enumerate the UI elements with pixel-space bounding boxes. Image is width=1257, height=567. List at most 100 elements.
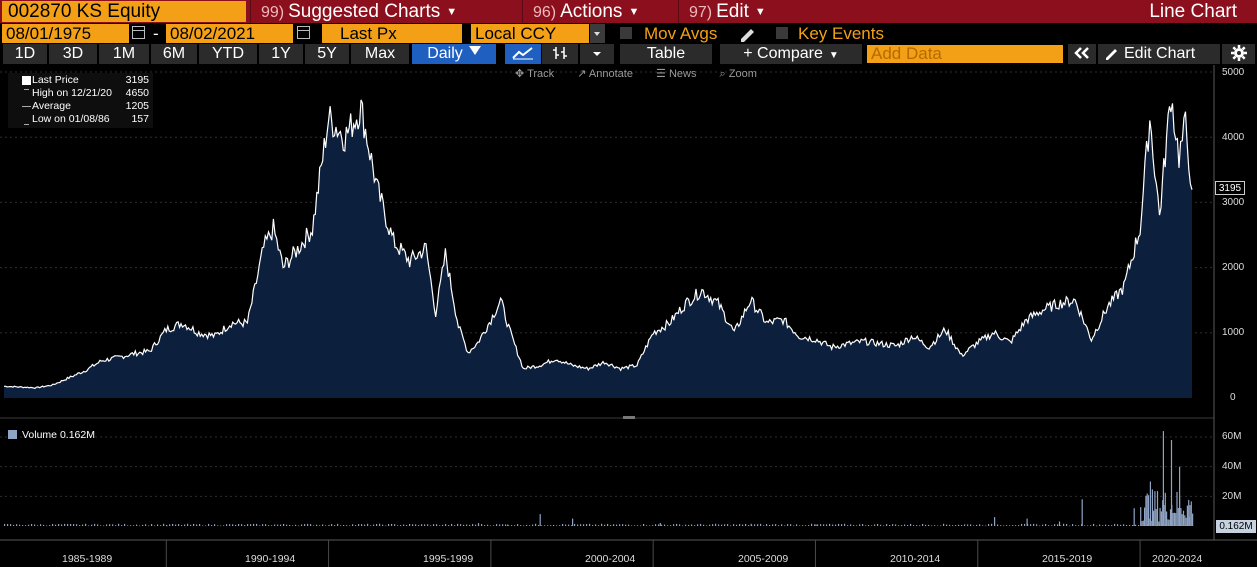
edit-chart-button[interactable]: Edit Chart — [1098, 44, 1220, 64]
volume-bar — [190, 524, 192, 526]
frequency-dropdown[interactable]: Daily — [412, 44, 496, 64]
range-max-button[interactable]: Max — [351, 44, 409, 64]
volume-bar — [517, 524, 519, 526]
y-tick-label: 4000 — [1222, 132, 1245, 143]
compare-dropdown[interactable]: + Compare ▼ — [720, 44, 862, 64]
volume-bar — [499, 524, 501, 526]
volume-bar — [1141, 521, 1143, 526]
track-tool[interactable]: ✥ Track — [515, 68, 555, 80]
volume-bar — [1075, 525, 1077, 526]
key-events-checkbox[interactable] — [776, 27, 788, 39]
volume-bar — [871, 525, 873, 526]
volume-bar — [763, 525, 765, 526]
volume-bar — [1146, 493, 1148, 526]
candle-chart-style-button[interactable] — [542, 44, 578, 64]
end-date-field[interactable]: 08/02/2021 — [166, 24, 293, 43]
currency-select[interactable]: Local CCY — [471, 24, 589, 43]
range-3d-button[interactable]: 3D — [49, 44, 97, 64]
security-ticker-field[interactable]: 002870 KS Equity — [2, 1, 246, 22]
volume-bar — [253, 523, 255, 526]
x-tick-label: 1995-1999 — [423, 553, 474, 565]
volume-bar — [1175, 513, 1177, 526]
line-chart-style-button[interactable] — [505, 44, 541, 64]
volume-bar — [937, 525, 939, 527]
price-field-select[interactable]: Last Px — [322, 24, 462, 43]
volume-bar — [877, 524, 879, 526]
volume-bar — [955, 525, 957, 526]
volume-bar — [1185, 517, 1187, 526]
volume-bar — [1024, 523, 1026, 526]
range-ytd-button[interactable]: YTD — [199, 44, 257, 64]
volume-bar — [277, 524, 279, 526]
volume-bar — [1000, 525, 1002, 526]
volume-bar — [799, 525, 801, 526]
volume-bar — [178, 524, 180, 526]
range-1m-button[interactable]: 1M — [99, 44, 149, 64]
volume-bar — [535, 523, 537, 526]
volume-bar — [58, 524, 60, 526]
news-tool[interactable]: ☰ News — [656, 68, 697, 80]
volume-bar — [790, 524, 792, 526]
chevron-down-icon[interactable] — [590, 24, 605, 43]
volume-bar — [124, 523, 126, 526]
edit-menu[interactable]: 97) Edit ▼ — [678, 0, 794, 23]
volume-bar — [565, 524, 567, 526]
menu-number: 97) — [689, 4, 713, 21]
volume-bar — [1090, 525, 1092, 526]
panel-resize-handle[interactable] — [623, 416, 635, 419]
actions-menu[interactable]: 96) Actions ▼ — [522, 0, 676, 23]
table-button[interactable]: Table — [620, 44, 712, 64]
range-1y-button[interactable]: 1Y — [259, 44, 303, 64]
annotate-tool[interactable]: ↗ Annotate — [577, 68, 633, 80]
volume-bar — [427, 524, 429, 526]
volume-bar — [511, 525, 513, 526]
volume-bar — [91, 524, 93, 526]
volume-bar — [484, 525, 486, 526]
volume-bar — [583, 524, 585, 526]
square-icon — [8, 430, 17, 439]
settings-button[interactable] — [1222, 44, 1255, 64]
volume-bar — [289, 524, 291, 526]
range-1d-button[interactable]: 1D — [3, 44, 47, 64]
volume-bar — [922, 524, 924, 526]
add-data-input[interactable]: Add Data — [867, 45, 1063, 63]
range-5y-button[interactable]: 5Y — [305, 44, 349, 64]
volume-bar — [220, 525, 222, 527]
volume-bar — [367, 523, 369, 526]
volume-bar — [1159, 507, 1161, 526]
volume-bar — [595, 524, 597, 526]
calendar-icon[interactable] — [132, 26, 145, 39]
volume-bar — [598, 525, 600, 526]
volume-bar — [514, 525, 516, 526]
volume-bar — [973, 525, 975, 526]
volume-legend[interactable]: Volume 0.162M — [8, 429, 95, 441]
volume-bar — [451, 523, 453, 526]
volume-bar — [40, 524, 42, 526]
range-6m-button[interactable]: 6M — [151, 44, 197, 64]
volume-bar — [301, 524, 303, 526]
volume-bar — [976, 524, 978, 526]
calendar-icon[interactable] — [297, 26, 310, 39]
volume-bar — [1149, 518, 1151, 526]
volume-bar — [592, 525, 594, 526]
volume-bar — [553, 525, 555, 526]
suggested-charts-menu[interactable]: 99) Suggested Charts ▼ — [250, 0, 520, 23]
start-date-field[interactable]: 08/01/1975 — [2, 24, 129, 43]
collapse-button[interactable] — [1068, 44, 1096, 64]
volume-bar — [187, 523, 189, 526]
volume-bar — [1138, 525, 1140, 526]
volume-bar — [736, 524, 738, 526]
price-legend[interactable]: Last Price 3195 High on 12/21/20 4650 Av… — [8, 73, 153, 128]
volume-bar — [589, 523, 591, 526]
volume-bar — [304, 524, 306, 526]
volume-bar — [613, 524, 615, 526]
pencil-icon[interactable] — [738, 26, 756, 42]
volume-bar — [889, 525, 891, 526]
volume-bar — [73, 524, 75, 526]
zoom-tool[interactable]: ⌕ Zoom — [719, 68, 757, 80]
mov-avgs-checkbox[interactable] — [620, 27, 632, 39]
volume-bar — [520, 525, 522, 526]
volume-bar — [1173, 512, 1175, 526]
chart-style-dropdown[interactable] — [580, 44, 614, 64]
